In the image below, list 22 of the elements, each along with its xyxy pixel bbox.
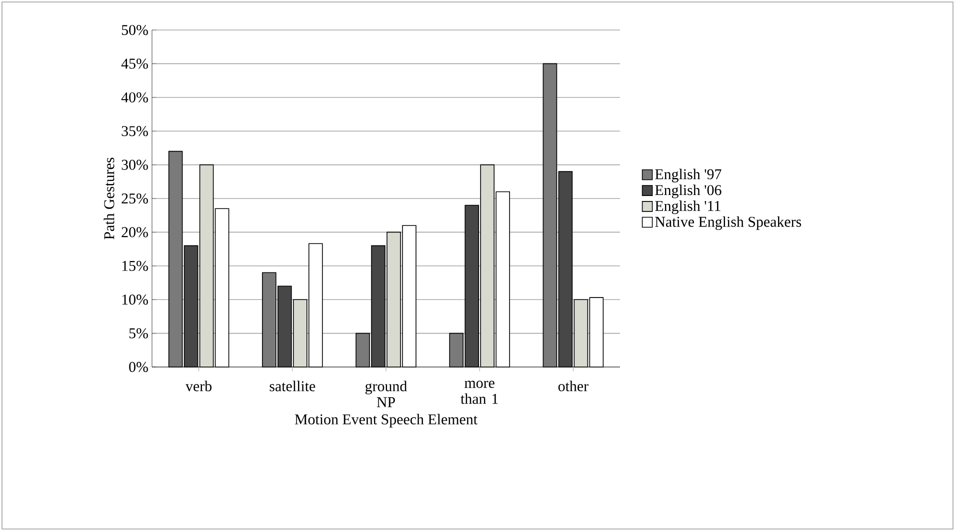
y-tick-label: 20% xyxy=(122,227,148,238)
y-tick-label: 10% xyxy=(122,294,148,305)
legend-label: English '97 xyxy=(655,168,722,182)
y-tick-label: 40% xyxy=(121,92,148,102)
y-tick-label: 25% xyxy=(122,193,148,204)
legend-label: English '11 xyxy=(655,200,720,214)
x-tick-label: other xyxy=(558,380,588,392)
y-tick-label: 35% xyxy=(122,126,148,136)
y-tick-label: 45% xyxy=(121,58,148,69)
x-tick-label: more than 1 xyxy=(460,380,498,404)
y-axis-title: Path Gestures xyxy=(104,158,114,240)
x-axis-title: Motion Event Speech Element xyxy=(294,414,478,428)
y-tick-label: 30% xyxy=(122,160,148,170)
legend-label: English '06 xyxy=(655,184,722,198)
x-tick-label: satellite xyxy=(270,380,316,392)
legend-label: Native English Speakers xyxy=(655,216,802,230)
x-tick-label: ground NP xyxy=(365,380,407,408)
y-tick-label: 5% xyxy=(129,328,148,338)
y-tick-label: 15% xyxy=(122,260,148,271)
y-tick-label: 50% xyxy=(122,24,148,36)
y-tick-label: 0% xyxy=(129,362,148,372)
x-tick-label: verb xyxy=(186,380,212,392)
